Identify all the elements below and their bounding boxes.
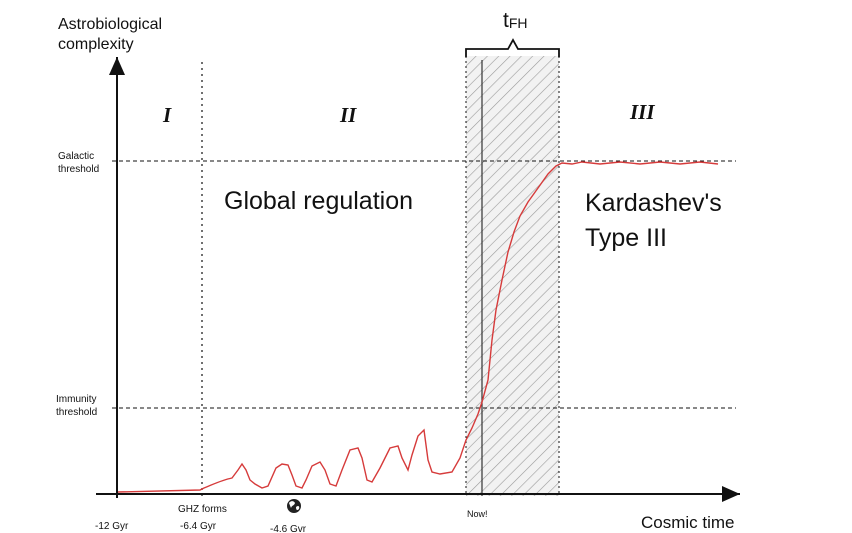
tick-label-minus4-6: -4.6 Gvr xyxy=(270,524,307,533)
region-label-3: III xyxy=(629,100,655,124)
kardashev-label-2: Type III xyxy=(585,224,667,252)
tick-label-now: Now! xyxy=(467,509,488,519)
tick-label-ghz-2: -6.4 Gyr xyxy=(180,521,217,532)
immunity-threshold-label-2: threshold xyxy=(56,407,97,418)
tick-label-minus12: -12 Gyr xyxy=(95,521,129,532)
immunity-threshold-label-1: Immunity xyxy=(56,394,97,405)
kardashev-label-1: Kardashev's xyxy=(585,189,722,217)
x-axis-label: Cosmic time xyxy=(641,513,735,532)
region-label-1: I xyxy=(162,103,172,127)
tfh-label: tFH xyxy=(503,9,528,32)
galactic-threshold-label-2: threshold xyxy=(58,164,99,175)
galactic-threshold-label-1: Galactic xyxy=(58,151,94,162)
complexity-curve xyxy=(117,161,719,493)
earth-globe-icon xyxy=(287,499,301,513)
y-axis-label-line1: Astrobiological xyxy=(58,16,162,33)
tick-label-ghz-1: GHZ forms xyxy=(178,504,227,515)
region-label-2: II xyxy=(339,103,357,127)
tfh-brace xyxy=(465,38,560,57)
tfh-hatch xyxy=(466,56,559,496)
y-axis-label-line2: complexity xyxy=(58,36,134,53)
global-regulation-label: Global regulation xyxy=(224,187,413,215)
